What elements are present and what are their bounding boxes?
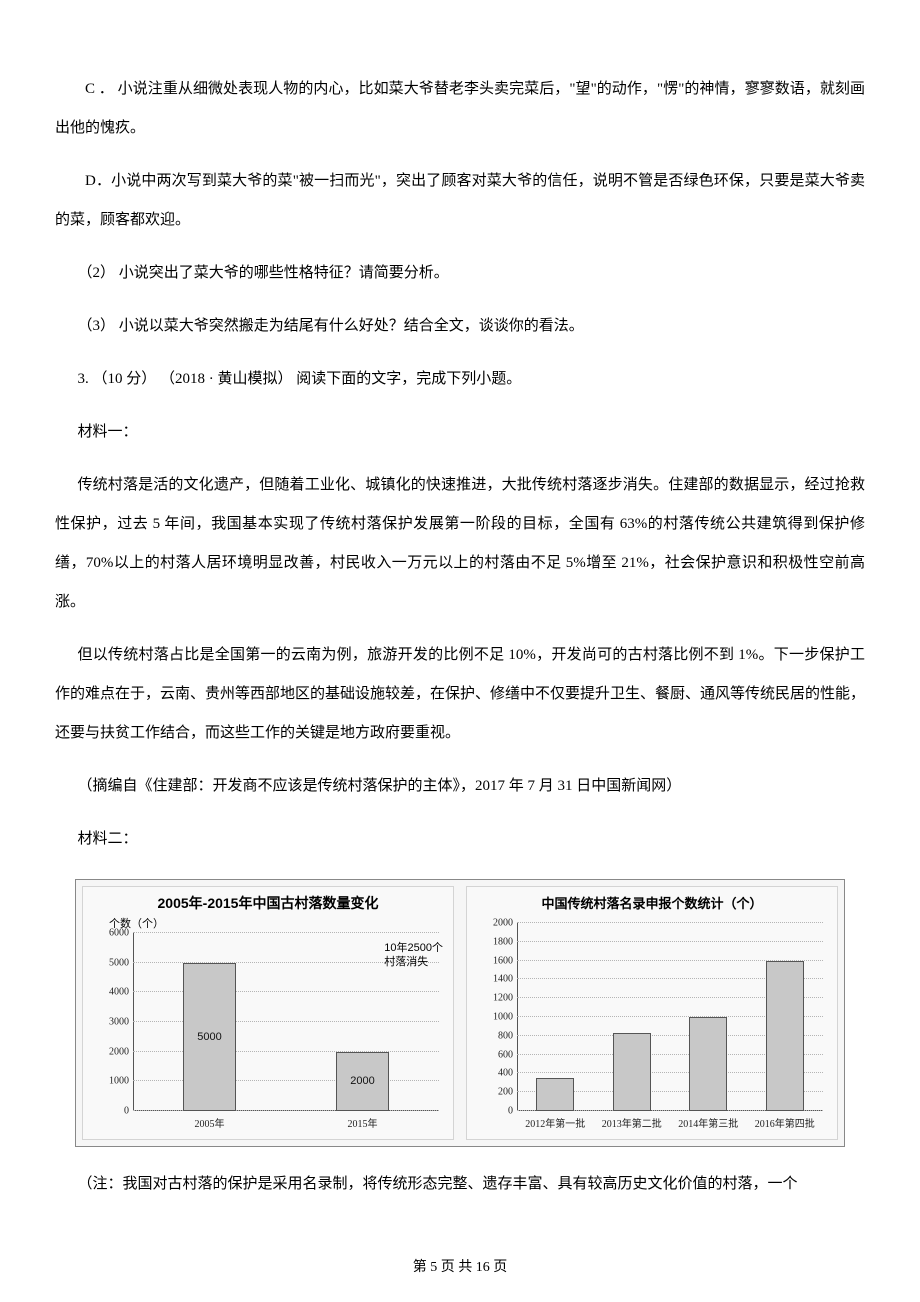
grid-line: [133, 1051, 439, 1052]
y-tick-label: 400: [498, 1068, 517, 1079]
y-tick-label: 5000: [109, 957, 133, 968]
chart-left: 2005年-2015年中国古村落数量变化 个数（个） 10年2500个 村落消失…: [82, 886, 454, 1140]
x-tick-label: 2014年第三批: [678, 1111, 738, 1130]
y-tick-label: 1000: [109, 1076, 133, 1087]
x-tick-label: 2016年第四批: [755, 1111, 815, 1130]
bar: [536, 1078, 574, 1111]
y-tick-label: 2000: [109, 1046, 133, 1057]
bar-value-label: 2000: [337, 1075, 387, 1087]
material-1-para-1: 传统村落是活的文化遗产，但随着工业化、城镇化的快速推进，大批传统村落逐步消失。住…: [55, 466, 865, 622]
y-tick-label: 1200: [493, 993, 517, 1004]
x-tick-label: 2012年第一批: [525, 1111, 585, 1130]
question-3: （3） 小说以菜大爷突然搬走为结尾有什么好处？结合全文，谈谈你的看法。: [55, 307, 865, 346]
question-3-header: 3. （10 分） （2018 · 黄山模拟） 阅读下面的文字，完成下列小题。: [55, 360, 865, 399]
grid-line: [517, 941, 823, 942]
y-tick-label: 4000: [109, 987, 133, 998]
chart-right: 中国传统村落名录申报个数统计（个） 0200400600800100012001…: [466, 886, 838, 1140]
question-2: （2） 小说突出了菜大爷的哪些性格特征？请简要分析。: [55, 254, 865, 293]
chart-left-title: 2005年-2015年中国古村落数量变化: [83, 887, 453, 913]
material-1-source: （摘编自《住建部：开发商不应该是传统村落保护的主体》，2017 年 7 月 31…: [55, 767, 865, 806]
chart-left-plot: 010002000300040005000600050002005年200020…: [133, 933, 439, 1111]
bar: 2000: [336, 1052, 388, 1111]
material-2-note: （注：我国对古村落的保护是采用名录制，将传统形态完整、遗存丰富、具有较高历史文化…: [55, 1165, 865, 1204]
y-tick-label: 800: [498, 1030, 517, 1041]
material-2-label: 材料二：: [55, 820, 865, 859]
y-tick-label: 200: [498, 1087, 517, 1098]
grid-line: [133, 991, 439, 992]
bar-value-label: 5000: [184, 1031, 234, 1043]
option-c: C ． 小说注重从细微处表现人物的内心，比如菜大爷替老李头卖完菜后，"望"的动作…: [55, 70, 865, 148]
grid-line: [133, 962, 439, 963]
grid-line: [517, 922, 823, 923]
material-1-para-2: 但以传统村落占比是全国第一的云南为例，旅游开发的比例不足 10%，开发尚可的古村…: [55, 636, 865, 753]
y-tick-label: 1400: [493, 974, 517, 985]
x-tick-label: 2013年第二批: [602, 1111, 662, 1130]
chart-right-title: 中国传统村落名录申报个数统计（个）: [467, 887, 837, 912]
axis-y: [133, 933, 134, 1111]
y-tick-label: 1600: [493, 955, 517, 966]
y-tick-label: 1800: [493, 936, 517, 947]
y-tick-label: 600: [498, 1049, 517, 1060]
grid-line: [133, 1080, 439, 1081]
page-body: C ． 小说注重从细微处表现人物的内心，比如菜大爷替老李头卖完菜后，"望"的动作…: [0, 0, 920, 1204]
material-1-label: 材料一：: [55, 413, 865, 452]
bar: 5000: [183, 963, 235, 1111]
chart-right-plot: 0200400600800100012001400160018002000201…: [517, 923, 823, 1111]
x-tick-label: 2005年: [195, 1111, 225, 1130]
y-tick-label: 1000: [493, 1012, 517, 1023]
axis-y: [517, 923, 518, 1111]
grid-line: [133, 1110, 439, 1111]
grid-line: [133, 932, 439, 933]
y-tick-label: 0: [508, 1106, 517, 1117]
bar: [613, 1033, 651, 1111]
x-tick-label: 2015年: [348, 1111, 378, 1130]
grid-line: [133, 1021, 439, 1022]
page-footer: 第 5 页 共 16 页: [0, 1256, 920, 1276]
charts-container: 2005年-2015年中国古村落数量变化 个数（个） 10年2500个 村落消失…: [75, 879, 845, 1147]
y-tick-label: 0: [124, 1106, 133, 1117]
y-tick-label: 2000: [493, 918, 517, 929]
y-tick-label: 3000: [109, 1017, 133, 1028]
bar: [766, 961, 804, 1111]
option-d: D．小说中两次写到菜大爷的菜"被一扫而光"，突出了顾客对菜大爷的信任，说明不管是…: [55, 162, 865, 240]
y-tick-label: 6000: [109, 928, 133, 939]
bar: [689, 1017, 727, 1111]
